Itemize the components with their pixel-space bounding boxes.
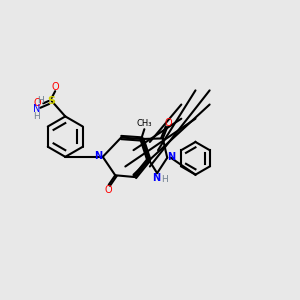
Text: O: O xyxy=(34,98,41,108)
Text: CH₃: CH₃ xyxy=(136,119,152,128)
Text: H: H xyxy=(161,175,168,184)
Text: O: O xyxy=(51,82,59,92)
Text: O: O xyxy=(164,118,172,128)
Text: H: H xyxy=(33,112,40,121)
Text: N: N xyxy=(94,151,103,161)
Text: N: N xyxy=(152,172,160,183)
Text: N: N xyxy=(167,152,175,162)
Text: N: N xyxy=(33,104,40,114)
Text: S: S xyxy=(48,96,56,106)
Text: O: O xyxy=(104,184,112,194)
Text: H: H xyxy=(37,97,44,106)
